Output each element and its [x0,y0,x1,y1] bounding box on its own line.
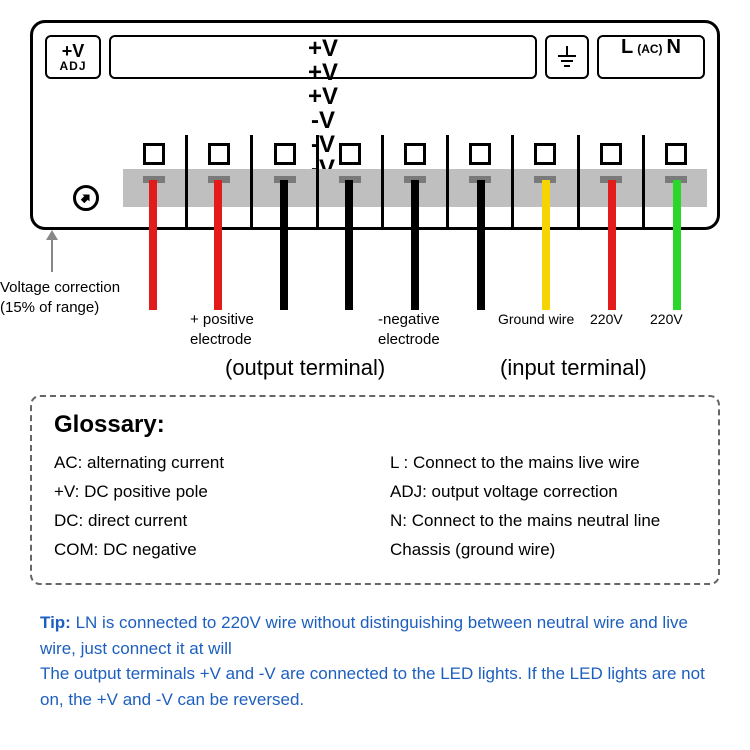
adj-top: +V [62,42,85,60]
ground-icon [556,44,578,70]
v-label: +V [308,61,338,85]
glossary-item: L : Connect to the mains live wire [390,449,696,478]
section-input: (input terminal) [500,355,647,381]
wire [280,180,288,310]
tip-line2: The output terminals +V and -V are conne… [40,661,710,712]
glossary-item: ADJ: output voltage correction [390,478,696,507]
ln-ac: (AC) [637,43,662,55]
caption-voltage-correction: Voltage correction (15% of range) [0,278,140,317]
screw-icon [274,143,296,165]
label-row: +V ADJ +V +V +V -V -V -V L (AC) N [45,35,705,79]
ln-L: L [621,37,633,57]
screw-icon [404,143,426,165]
glossary-item: AC: alternating current [54,449,360,478]
wire [149,180,157,310]
caption-ground: Ground wire [498,310,574,328]
wire [411,180,419,310]
caption-positive-electrode: + positive electrode [190,310,254,349]
screw-icon [665,143,687,165]
wire [608,180,616,310]
voltage-strip: +V +V +V -V -V -V [109,35,537,79]
glossary-item: COM: DC negative [54,536,360,565]
wire [477,180,485,310]
v-label: +V [308,85,338,109]
screw-icon [339,143,361,165]
wire [345,180,353,310]
tip-text: Tip: LN is connected to 220V wire withou… [40,610,710,712]
glossary-right: L : Connect to the mains live wire ADJ: … [390,449,696,565]
potentiometer-icon [73,185,99,211]
adj-sub: ADJ [59,60,86,72]
section-output: (output terminal) [225,355,385,381]
screw-icon [534,143,556,165]
screw-icon [469,143,491,165]
glossary-title: Glossary: [54,411,696,439]
ln-label-box: L (AC) N [597,35,705,79]
wire [542,180,550,310]
wire [214,180,222,310]
screw-icon [143,143,165,165]
tip-line1: LN is connected to 220V wire without dis… [40,613,688,658]
screw-icon [600,143,622,165]
screw-icon [208,143,230,165]
wire [673,180,681,310]
ground-label-box [545,35,589,79]
caption-negative-electrode: -negative electrode [378,310,440,349]
v-label: -V [311,109,335,133]
arrow-to-pot [51,232,53,272]
glossary-box: Glossary: AC: alternating current +V: DC… [30,395,720,585]
tip-label: Tip: [40,613,71,632]
psu-outline: +V ADJ +V +V +V -V -V -V L (AC) N [30,20,720,230]
glossary-item: +V: DC positive pole [54,478,360,507]
caption-220v-a: 220V [590,310,623,328]
glossary-item: Chassis (ground wire) [390,536,696,565]
glossary-left: AC: alternating current +V: DC positive … [54,449,360,565]
glossary-item: N: Connect to the mains neutral line [390,507,696,536]
v-label: +V [308,37,338,61]
caption-220v-b: 220V [650,310,683,328]
adj-label-box: +V ADJ [45,35,101,79]
ln-N: N [667,37,681,57]
glossary-item: DC: direct current [54,507,360,536]
